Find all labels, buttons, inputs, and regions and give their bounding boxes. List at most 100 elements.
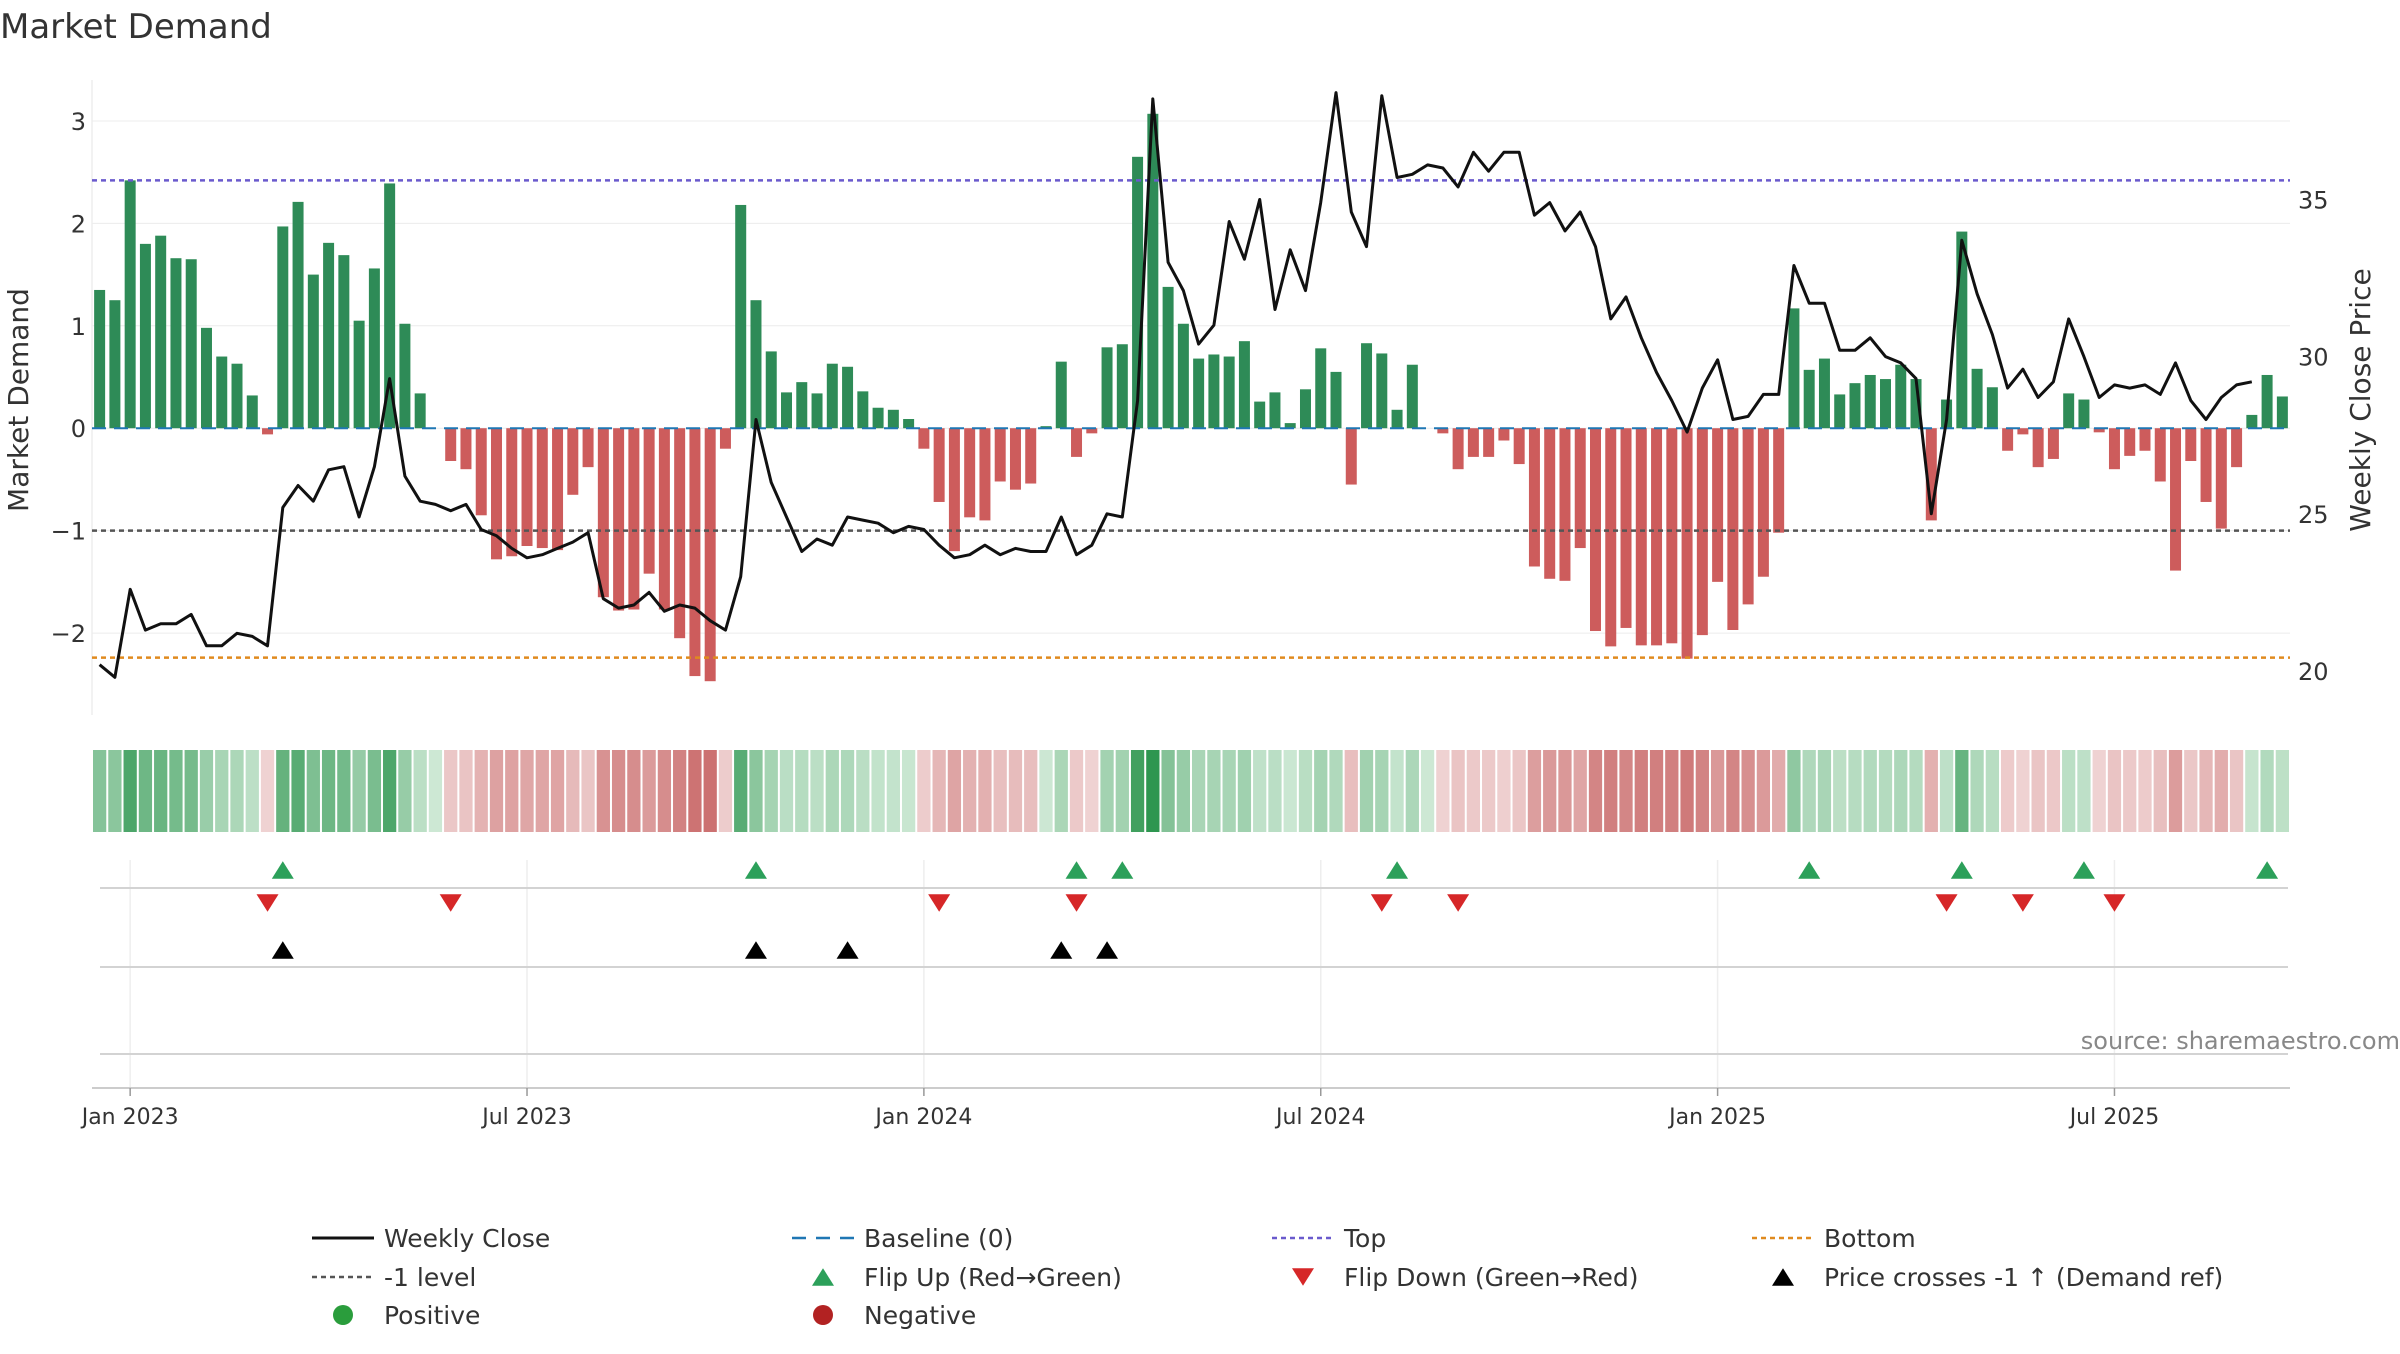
price-cross-marker bbox=[836, 941, 859, 959]
heat-cell bbox=[764, 750, 778, 832]
legend-label: Price crosses -1 ↑ (Demand ref) bbox=[1824, 1263, 2223, 1292]
heat-cell bbox=[1817, 750, 1832, 832]
heat-cell bbox=[1512, 750, 1526, 832]
negative-bar bbox=[262, 428, 274, 435]
reference-lines bbox=[92, 179, 2290, 659]
heat-cell bbox=[1619, 750, 1633, 832]
heat-cell bbox=[2275, 750, 2289, 832]
flip-up-marker bbox=[1950, 861, 1973, 879]
positive-bar bbox=[765, 351, 777, 429]
negative-bar bbox=[1620, 428, 1632, 628]
x-tick-label: Jan 2023 bbox=[80, 1105, 179, 1130]
heat-cell bbox=[917, 750, 931, 832]
positive-bar bbox=[750, 300, 762, 429]
heat-cell bbox=[1680, 750, 1694, 832]
heat-cell bbox=[596, 750, 610, 832]
heat-cell bbox=[398, 750, 412, 832]
positive-bar bbox=[1376, 353, 1388, 429]
negative-bar bbox=[2108, 428, 2120, 470]
flip-up-marker bbox=[1065, 861, 1088, 879]
heat-cell bbox=[1329, 750, 1343, 832]
heat-cell bbox=[1268, 750, 1282, 832]
heat-cell bbox=[1848, 750, 1862, 832]
right-tick-label: 20 bbox=[2298, 658, 2329, 686]
negative-bar bbox=[933, 428, 945, 502]
flip-down-marker bbox=[2011, 894, 2034, 912]
right-tick-label: 30 bbox=[2298, 344, 2329, 372]
negative-bar bbox=[1071, 428, 1083, 457]
heat-cell bbox=[550, 750, 565, 832]
negative-bar bbox=[674, 428, 686, 639]
positive-bar bbox=[1132, 156, 1144, 429]
legend-price-cross-swatch bbox=[1772, 1268, 1794, 1286]
negative-bar bbox=[1757, 428, 1769, 577]
heat-cell bbox=[1482, 750, 1496, 832]
heat-cell bbox=[1924, 750, 1938, 832]
heat-cell bbox=[2229, 750, 2244, 832]
heat-cell bbox=[1558, 750, 1572, 832]
heat-cell bbox=[1695, 750, 1709, 832]
heat-cell bbox=[1802, 750, 1816, 832]
positive-bar bbox=[1849, 383, 1861, 429]
negative-bar bbox=[2093, 428, 2105, 433]
heat-cell bbox=[1955, 750, 1969, 832]
heat-cell bbox=[1024, 750, 1038, 832]
heat-cell bbox=[138, 750, 153, 832]
positive-bar bbox=[1101, 347, 1113, 429]
positive-bar bbox=[414, 393, 426, 429]
heat-cell bbox=[1634, 750, 1648, 832]
heat-cell bbox=[383, 750, 397, 832]
heat-cell bbox=[2092, 750, 2106, 832]
negative-bar bbox=[1345, 428, 1357, 485]
negative-bar bbox=[567, 428, 579, 495]
heat-cell bbox=[1939, 750, 1954, 832]
heat-cell bbox=[1375, 750, 1389, 832]
flip-down-marker bbox=[1935, 894, 1958, 912]
heat-cell bbox=[1772, 750, 1786, 832]
heat-cell bbox=[566, 750, 580, 832]
heat-cell bbox=[1130, 750, 1145, 832]
heat-cell bbox=[199, 750, 214, 832]
flip-up-marker bbox=[271, 861, 294, 879]
negative-bar bbox=[628, 428, 640, 610]
heat-cell bbox=[1344, 750, 1358, 832]
heat-cell bbox=[1833, 750, 1847, 832]
x-tick-label: Jan 2025 bbox=[1667, 1105, 1766, 1130]
heat-cell bbox=[2077, 750, 2091, 832]
positive-bar bbox=[811, 393, 823, 429]
negative-bar bbox=[1666, 428, 1678, 644]
heat-cell bbox=[230, 750, 244, 832]
flip-down-marker bbox=[928, 894, 951, 912]
heat-cell bbox=[505, 750, 519, 832]
negative-bar bbox=[1086, 428, 1098, 434]
heat-cell bbox=[627, 750, 641, 832]
flip-up-marker bbox=[1111, 861, 1134, 879]
heat-cell bbox=[1298, 750, 1313, 832]
signal-panel: Jan 2023 Jul 2023 Jan 2024 Jul 2024 Jan 2025… bbox=[80, 860, 2400, 1130]
heat-cell bbox=[657, 750, 672, 832]
negative-bar bbox=[1651, 428, 1663, 646]
legend-label: Positive bbox=[384, 1301, 480, 1330]
heat-cell bbox=[1878, 750, 1893, 832]
negative-bar bbox=[597, 428, 609, 598]
heat-cell bbox=[2123, 750, 2137, 832]
negative-bar bbox=[1498, 428, 1510, 441]
legend-label: -1 level bbox=[384, 1263, 476, 1292]
heat-cell bbox=[428, 750, 443, 832]
heat-cell bbox=[1665, 750, 1679, 832]
heat-cell bbox=[1390, 750, 1404, 832]
heat-cell bbox=[1237, 750, 1252, 832]
positive-bar bbox=[1971, 368, 1983, 429]
positive-bar bbox=[1864, 374, 1876, 429]
heat-cell bbox=[1710, 750, 1725, 832]
main-panel: 3 2 1 0 −1 −2 35 30 25 20 Market Demand Weekly C… bbox=[2, 80, 2377, 715]
positive-bar bbox=[1803, 369, 1815, 429]
legend-positive-swatch bbox=[333, 1305, 353, 1325]
heat-cell bbox=[215, 750, 229, 832]
positive-bar bbox=[826, 363, 838, 429]
heat-cell bbox=[1253, 750, 1267, 832]
flip-down-marker bbox=[1065, 894, 1088, 912]
positive-bar bbox=[185, 259, 197, 429]
legend-entry: Negative bbox=[813, 1301, 976, 1330]
